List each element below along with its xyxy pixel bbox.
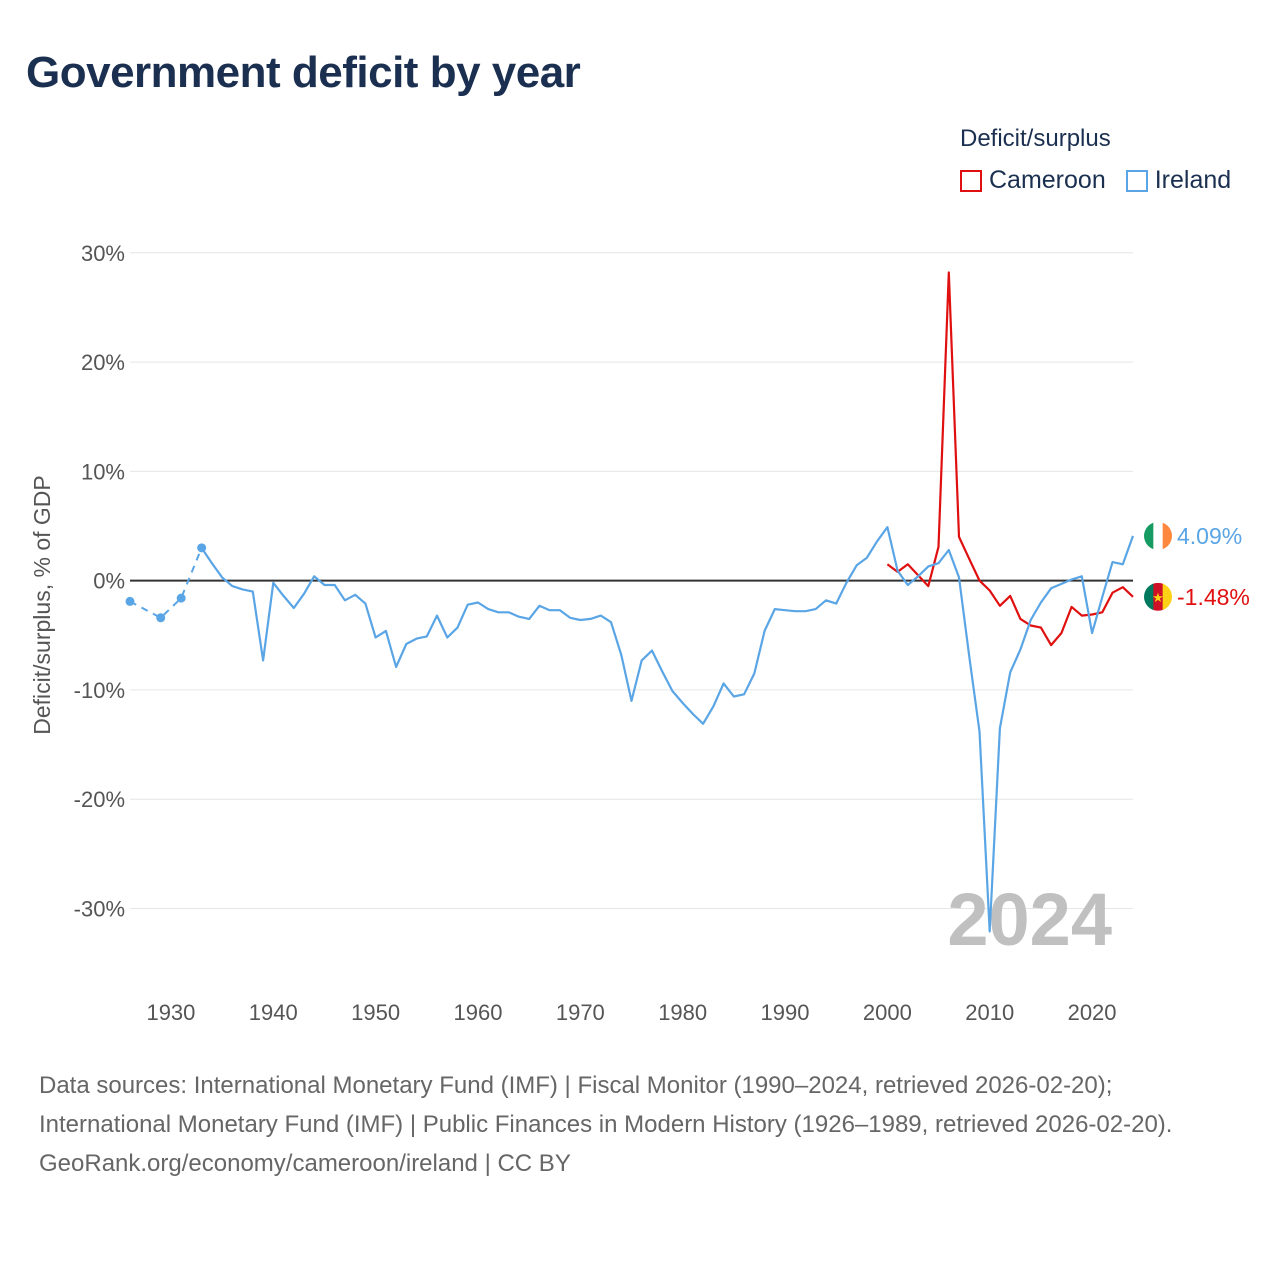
chart-title: Government deficit by year [26,48,581,97]
flag-stripe [1144,582,1154,611]
grid [130,252,1133,909]
flag-stripe [1153,582,1164,611]
year-watermark: 2024 [947,878,1112,961]
line-chart: 30% 20% 10% 0% -10% -20% -30% 1930 1940 1950 1960… [29,241,1250,1025]
x-tick-label: 1950 [351,1000,400,1025]
y-tick-label: 20% [81,350,125,375]
x-tick-label: 1990 [761,1000,810,1025]
data-point-ireland[interactable] [125,596,135,606]
legend-swatch-cameroon [960,169,982,192]
series-ireland-dashed [129,547,203,620]
x-tick-label: 2000 [863,1000,912,1025]
y-tick-label: 0% [93,569,125,594]
x-tick-label: 1980 [658,1000,707,1025]
x-tick-label: 2020 [1068,1000,1117,1025]
footer: Data sources: International Monetary Fun… [39,1066,1239,1183]
cameroon-flag-icon: ★ [1144,582,1172,611]
legend-swatch-ireland [1125,169,1148,192]
flag-stripe [1162,521,1172,550]
end-labels: 4.09% ★ -1.48% [1144,521,1250,611]
ireland-flag-icon [1144,521,1172,550]
series-group [125,271,1135,933]
flag-stripe [1162,582,1172,611]
data-sources: Data sources: International Monetary Fun… [39,1072,1173,1138]
x-axis: 1930 1940 1950 1960 1970 1980 1990 2000 2010 2020 [146,1000,1116,1025]
y-tick-label: -30% [74,897,125,922]
end-label-ireland: 4.09% [1177,523,1242,549]
x-tick-label: 1930 [146,1000,195,1025]
x-tick-label: 2010 [965,1000,1014,1025]
series-ireland-line[interactable] [200,526,1135,933]
legend: Cameroon Ireland [960,166,1231,195]
legend-item-ireland[interactable]: Ireland [1125,166,1232,195]
y-tick-label: -10% [74,678,125,703]
legend-title: Deficit/surplus [960,125,1111,152]
flag-stripe [1153,521,1164,550]
end-label-cameroon: -1.48% [1177,584,1250,610]
y-axis-label: Deficit/surplus, % of GDP [29,475,55,734]
y-axis: 30% 20% 10% 0% -10% -20% -30% [74,241,125,922]
legend-label-cameroon: Cameroon [989,166,1106,194]
y-tick-label: 10% [81,459,125,484]
credit-link[interactable]: GeoRank.org/economy/cameroon/ireland | C… [39,1150,571,1177]
data-point-ireland[interactable] [156,613,166,623]
x-tick-label: 1970 [556,1000,605,1025]
legend-label-ireland: Ireland [1154,166,1232,194]
flag-star: ★ [1152,590,1164,605]
series-cameroon-line[interactable] [886,271,1134,647]
x-tick-label: 1960 [454,1000,503,1025]
legend-item-cameroon[interactable]: Cameroon [960,166,1106,195]
flag-stripe [1144,521,1154,550]
y-tick-label: 30% [81,241,125,266]
x-tick-label: 1940 [249,1000,298,1025]
y-tick-label: -20% [74,787,125,812]
data-point-ireland[interactable] [176,593,186,603]
